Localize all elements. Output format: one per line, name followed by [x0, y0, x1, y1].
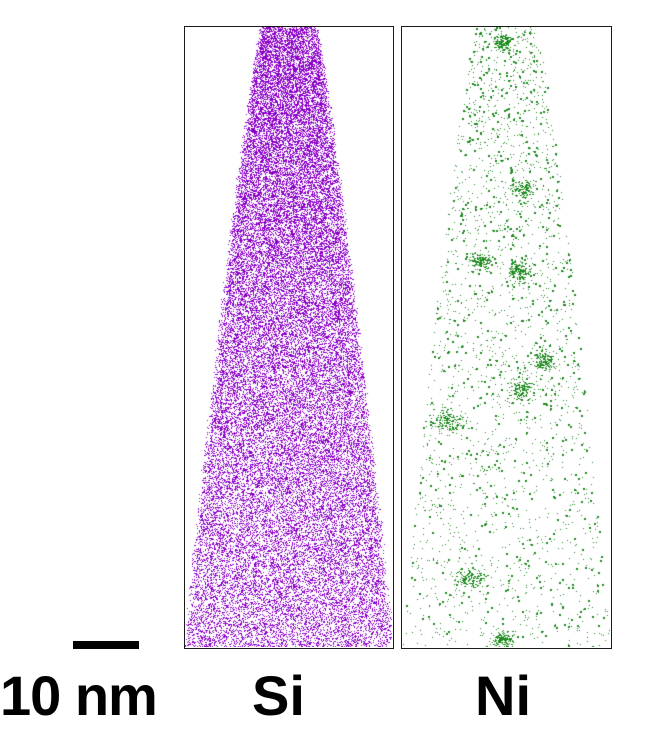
si-atom-map-image	[185, 27, 392, 647]
si-atom-map-panel	[184, 26, 394, 649]
scale-bar-label: 10 nm	[0, 664, 158, 727]
ni-panel-label: Ni	[475, 664, 531, 727]
scale-bar	[73, 641, 139, 649]
ni-atom-map-panel	[401, 26, 612, 649]
ni-atom-map-image	[402, 27, 610, 647]
si-panel-label: Si	[252, 664, 305, 727]
